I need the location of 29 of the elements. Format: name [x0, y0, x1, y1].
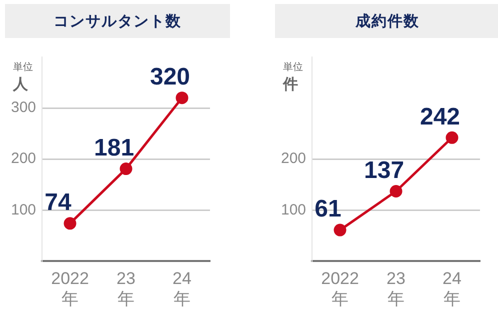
data-label: 74 — [44, 189, 72, 216]
x-tick-label: 23 年 — [116, 269, 136, 308]
data-label: 61 — [314, 196, 342, 223]
data-label: 320 — [150, 63, 190, 90]
text: 単位 — [283, 61, 303, 75]
x-tick-label: 2022 年 — [321, 269, 359, 308]
point — [176, 92, 188, 104]
y-tick-label: 200 — [280, 150, 306, 168]
point — [120, 162, 132, 176]
point — [446, 131, 458, 144]
data-label: 242 — [420, 103, 460, 130]
text: 単位 — [13, 61, 33, 75]
y-tick-label: 100 — [10, 201, 36, 218]
x-tick-label: 2022 年 — [51, 269, 89, 308]
chart-title: 成約件数 — [275, 4, 498, 38]
point — [334, 224, 346, 236]
y-tick-label: 200 — [10, 150, 36, 168]
x-tick-label: 23 年 — [386, 269, 406, 308]
y-tick-label: 100 — [280, 201, 306, 218]
chart-title: コンサルタント数 — [5, 4, 230, 38]
x-tick-label: 24 年 — [172, 269, 192, 308]
point — [390, 185, 402, 198]
point — [64, 217, 76, 230]
y-tick-label: 300 — [10, 99, 36, 116]
y-axis-title: 件 — [283, 75, 299, 93]
y-axis-title: 人 — [13, 75, 29, 93]
data-label: 181 — [94, 134, 134, 162]
x-tick-label: 24 年 — [442, 269, 462, 308]
data-label: 137 — [364, 156, 404, 184]
